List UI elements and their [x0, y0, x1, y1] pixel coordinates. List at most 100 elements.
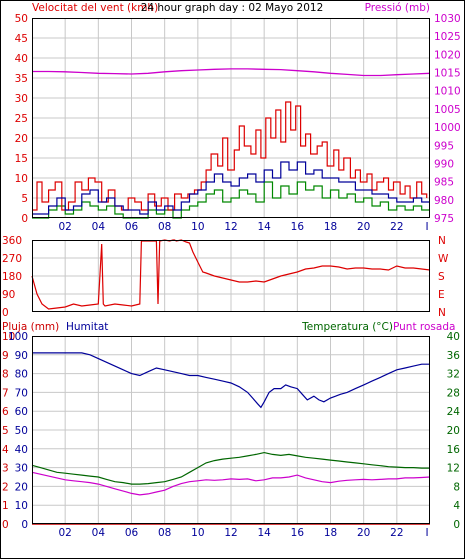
p3-x-tick-label: 12: [224, 527, 237, 539]
p2-left-tick-label: 90: [2, 289, 15, 301]
p1-x-tick-label: 06: [125, 221, 139, 233]
p3-rain-tick-label: 2: [2, 481, 9, 493]
p1-x-tick-label: 22: [390, 221, 403, 233]
p1-left-tick-label: 40: [15, 53, 28, 65]
p3-temperature-tick-label: 8: [453, 481, 460, 493]
p3-humidity-tick-label: 60: [15, 406, 28, 418]
p3-x-tick-label: 22: [390, 527, 403, 539]
p1-left-tick-label: 10: [15, 173, 28, 185]
p3-x-tick-label: 02: [58, 527, 71, 539]
p1-right-tick-label: 1020: [434, 49, 461, 61]
p3-x-tick-label: 06: [125, 527, 139, 539]
p3-rain-tick-label: 1: [2, 500, 9, 512]
series-wind-direction: [31, 239, 431, 310]
p3-rain-tick-label: 8: [2, 369, 9, 381]
p1-right-tick-label: 1000: [434, 122, 461, 134]
p1-x-tick-label: 04: [92, 221, 106, 233]
p2-frame: [32, 240, 430, 312]
p3-humidity-tick-label: 50: [15, 425, 28, 437]
graph-title: 24 hour graph day : 02 Mayo 2012: [141, 2, 324, 14]
p1-right-tick-label: 995: [434, 140, 454, 152]
p2-left-tick-label: 180: [2, 271, 22, 283]
p2-left-tick-label: 360: [2, 235, 22, 247]
series-wind-avg: [32, 161, 430, 215]
p3-x-end-tick: I: [425, 527, 428, 539]
p1-x-end-tick: I: [425, 221, 428, 233]
series-pressure: [32, 68, 431, 77]
p3-rain-tick-label: 3: [2, 463, 9, 475]
p3-temperature-tick-label: 36: [447, 350, 461, 362]
p1-right-tick-label: 1005: [434, 104, 461, 116]
p3-temperature-tick-label: 28: [447, 387, 460, 399]
p1-right-tick-label: 1010: [434, 86, 461, 98]
p3-humidity-tick-label: 0: [21, 519, 28, 531]
p3-rain-tick-label: 10: [2, 331, 15, 343]
rain-axis-label: Pluja (mm): [2, 321, 59, 333]
p3-humidity-tick-label: 90: [15, 350, 28, 362]
p1-right-tick-label: 975: [434, 213, 454, 225]
p3-rain-tick-label: 9: [2, 350, 9, 362]
p1-right-tick-label: 1025: [434, 31, 461, 43]
temperature-humidity-panel: 0123456789100102030405060708090100048121…: [2, 331, 460, 539]
p1-left-tick-label: 45: [15, 33, 28, 45]
p1-right-tick-label: 1030: [434, 13, 461, 25]
p1-left-tick-label: 20: [15, 133, 28, 145]
p1-x-tick-label: 08: [158, 221, 171, 233]
p3-humidity-tick-label: 40: [15, 444, 28, 456]
wind-speed-axis-label: Velocitat del vent (kmh): [32, 2, 158, 14]
p1-left-tick-label: 15: [15, 153, 28, 165]
p3-rain-tick-label: 4: [2, 444, 9, 456]
p3-temperature-tick-label: 0: [453, 519, 460, 531]
p2-right-tick-label: S: [438, 271, 445, 283]
p2-left-tick-label: 270: [2, 253, 22, 265]
p1-left-tick-label: 50: [15, 13, 28, 25]
p3-temperature-tick-label: 20: [447, 425, 460, 437]
p3-x-tick-label: 18: [324, 527, 337, 539]
p1-left-tick-label: 35: [15, 73, 28, 85]
p1-right-tick-label: 980: [434, 195, 454, 207]
p3-temperature-tick-label: 16: [447, 444, 461, 456]
p3-frame: [32, 336, 430, 524]
p1-x-tick-label: 02: [58, 221, 71, 233]
p1-x-tick-label: 16: [291, 221, 305, 233]
p1-frame: [32, 18, 430, 218]
p1-left-tick-label: 5: [21, 193, 28, 205]
p3-x-tick-label: 08: [158, 527, 171, 539]
p2-right-tick-label: E: [438, 289, 445, 301]
p3-humidity-tick-label: 70: [15, 387, 28, 399]
p3-humidity-tick-label: 100: [8, 331, 28, 343]
p1-x-tick-label: 20: [357, 221, 370, 233]
p3-humidity-tick-label: 10: [15, 500, 28, 512]
series-wind-min: [32, 181, 430, 219]
p3-x-tick-label: 16: [291, 527, 305, 539]
p3-humidity-tick-label: 80: [15, 369, 28, 381]
p3-rain-tick-label: 7: [2, 387, 9, 399]
p2-right-tick-label: N: [438, 307, 446, 319]
p1-x-tick-label: 10: [191, 221, 204, 233]
p1-x-tick-label: 14: [257, 221, 271, 233]
p3-humidity-tick-label: 20: [15, 481, 28, 493]
p3-temperature-tick-label: 12: [447, 463, 460, 475]
p2-right-tick-label: N: [438, 235, 446, 247]
humidity-axis-label: Humitat: [66, 321, 108, 333]
p3-temperature-tick-label: 24: [447, 406, 461, 418]
p3-temperature-tick-label: 40: [447, 331, 460, 343]
dewpoint-axis-label: Punt rosada: [393, 321, 455, 333]
p1-right-tick-label: 1015: [434, 68, 461, 80]
p1-left-tick-label: 25: [15, 113, 28, 125]
pressure-axis-label: Pressió (mb): [365, 2, 430, 14]
p1-x-tick-label: 12: [224, 221, 237, 233]
p1-left-tick-label: 0: [21, 213, 28, 225]
wind-pressure-panel: 0510152025303540455097598098599099510001…: [15, 13, 461, 233]
temperature-axis-label: Temperatura (°C): [301, 321, 393, 333]
p1-right-tick-label: 990: [434, 158, 454, 170]
p3-x-tick-label: 20: [357, 527, 370, 539]
series-temperature: [31, 451, 430, 485]
series-dewpoint: [31, 471, 431, 496]
p2-right-tick-label: W: [438, 253, 449, 265]
p1-right-tick-label: 985: [434, 177, 454, 189]
p3-rain-tick-label: 5: [2, 425, 9, 437]
p3-rain-tick-label: 6: [2, 406, 9, 418]
